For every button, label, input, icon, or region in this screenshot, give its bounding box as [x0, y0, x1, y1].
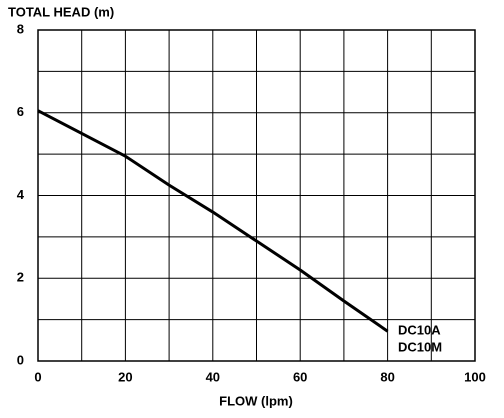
y-tick-label: 6: [17, 104, 24, 119]
x-tick-label: 80: [380, 369, 394, 384]
curve-label: DC10M: [398, 339, 442, 354]
x-tick-label: 0: [34, 369, 41, 384]
y-tick-label: 2: [17, 270, 24, 285]
plot-border: [37, 29, 476, 362]
x-tick-label: 60: [293, 369, 307, 384]
x-tick-label: 20: [118, 369, 132, 384]
x-tick-label: 40: [206, 369, 220, 384]
y-tick-label: 4: [17, 187, 25, 202]
x-tick-label: 100: [464, 369, 486, 384]
curve: [37, 109, 389, 333]
y-tick-label: 8: [17, 21, 24, 36]
y-axis-label: TOTAL HEAD (m): [8, 4, 114, 19]
curve-label: DC10A: [398, 322, 441, 337]
x-axis-label: FLOW (lpm): [219, 393, 293, 408]
y-tick-label: 0: [17, 352, 24, 367]
